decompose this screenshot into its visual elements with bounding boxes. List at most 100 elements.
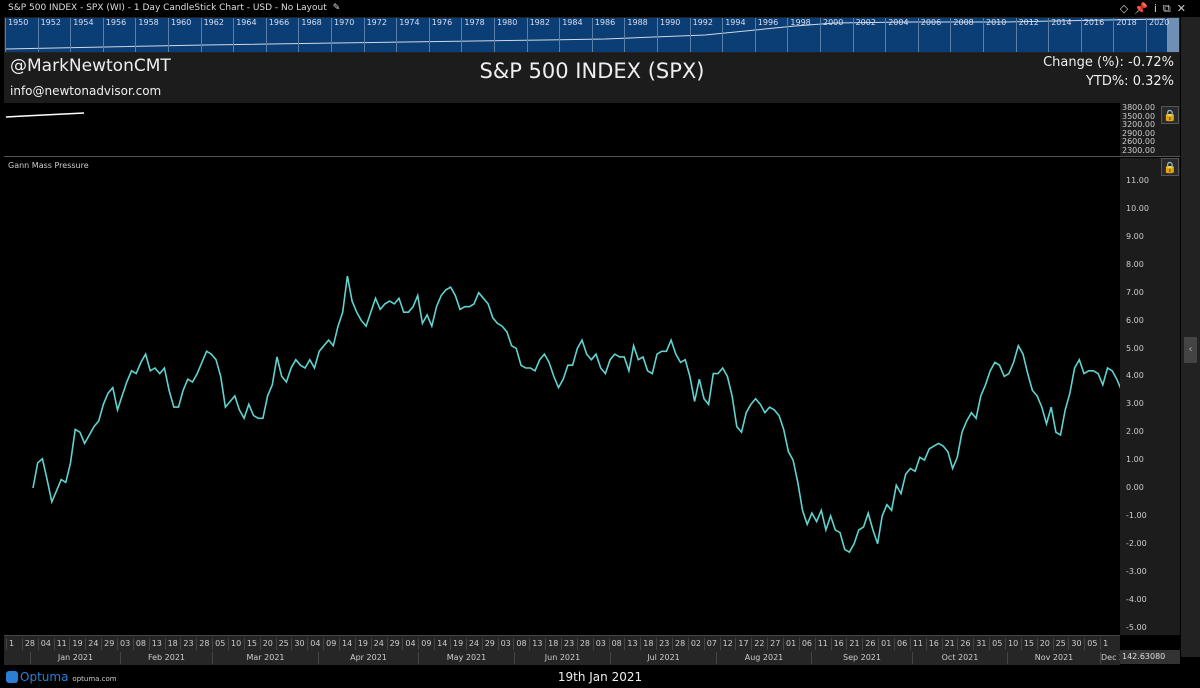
navigator-year: 2006 (917, 18, 941, 52)
date-tick: 22 (751, 638, 764, 650)
y-tick-label: 3.00 (1126, 399, 1144, 409)
price-axis[interactable]: 3800.00 3500.00 3200.00 2900.00 2600.00 2300.… (1120, 103, 1180, 157)
date-tick: 28 (196, 638, 209, 650)
date-tick: 15 (243, 638, 257, 650)
date-tick: 1 (1100, 638, 1108, 650)
date-tick: 26 (957, 638, 971, 650)
y-tick-label: 10.00 (1126, 204, 1149, 213)
author-handle: @MarkNewtonCMT (10, 56, 171, 76)
date-tick: 30 (291, 638, 305, 650)
date-tick: 11 (53, 638, 67, 650)
month-label: Nov 2021 (1007, 652, 1100, 664)
collapse-panel-chevron-icon[interactable]: ‹ (1184, 337, 1197, 363)
date-tick: 01 (783, 638, 796, 650)
price-tick: 3800.00 (1122, 103, 1156, 112)
date-tick: 20 (1036, 638, 1050, 650)
close-icon[interactable]: ✕ (1176, 2, 1192, 15)
date-tick: 04 (402, 638, 416, 650)
optuma-logo: Optuma optuma.com (6, 670, 117, 684)
navigator-year: 2012 (1015, 18, 1039, 52)
chart-header: @MarkNewtonCMT info@newtonadvisor.com S&… (4, 53, 1180, 103)
navigator-year: 2000 (820, 18, 843, 52)
navigator-year: 2004 (885, 18, 909, 52)
date-tick: 06 (894, 638, 907, 650)
indicator-label: Gann Mass Pressure (8, 161, 89, 170)
navigator-year: 2018 (1113, 18, 1137, 52)
navigator-year: 2002 (852, 18, 876, 52)
navigator-year: 2010 (983, 18, 1006, 52)
date-tick: 16 (830, 638, 844, 650)
author-email: info@newtonadvisor.com (10, 84, 162, 98)
diamond-icon[interactable]: ◇ (1119, 2, 1135, 15)
price-panel[interactable] (4, 103, 1120, 157)
navigator-year: 2008 (950, 18, 974, 52)
date-tick: 02 (687, 638, 701, 650)
navigator-year: 1964 (233, 18, 257, 52)
restore-icon[interactable]: ⧉ (1162, 2, 1177, 15)
navigator-year: 1986 (591, 18, 615, 52)
edit-pencil-icon[interactable]: ✎ (332, 3, 341, 13)
date-tick: 04 (307, 638, 320, 650)
price-candles (5, 112, 85, 118)
navigator-year: 1980 (494, 18, 517, 52)
vertical-scrollbar[interactable]: ‹ (1181, 17, 1200, 657)
y-tick-label: 2.00 (1126, 427, 1144, 437)
indicator-y-axis[interactable]: 11.00 10.00 9.00 8.00 7.00 6.00 5.00 4.00 3.00 2.… (1120, 158, 1180, 635)
optuma-logo-icon (6, 671, 18, 683)
y-tick-label: 9.00 (1126, 231, 1144, 241)
navigator-year: 1976 (428, 18, 452, 52)
y-tick-label: -5.00 (1126, 622, 1147, 632)
timeline-navigator[interactable]: 1950 1952 1954 1956 1958 1960 1962 1964 1966 1968… (4, 17, 1180, 53)
date-tick: 31 (973, 638, 986, 650)
cursor-value-readout: 142.63080 (1120, 650, 1180, 664)
date-tick: 04 (37, 638, 51, 650)
lock-icon[interactable]: 🔒 (1161, 106, 1179, 124)
navigator-year: 1952 (37, 18, 61, 52)
navigator-year: 1996 (754, 18, 778, 52)
date-tick: 30 (1068, 638, 1082, 650)
optuma-site: optuma.com (72, 675, 117, 683)
price-tick: 3200.00 (1122, 120, 1156, 129)
navigator-year: 1954 (70, 18, 94, 52)
window-title: S&P 500 INDEX - SPX (WI) - 1 Day CandleS… (8, 3, 327, 13)
date-tick: 11 (909, 638, 923, 650)
pin-icon[interactable]: 📌 (1134, 2, 1154, 15)
navigator-year: 1978 (461, 18, 485, 52)
date-tick: 26 (862, 638, 875, 650)
month-label: Jun 2021 (514, 652, 610, 664)
month-label: Feb 2021 (120, 652, 212, 664)
y-tick-label: -1.00 (1126, 510, 1147, 520)
date-tick: 08 (608, 638, 622, 650)
date-tick: 12 (719, 638, 733, 650)
price-tick: 2900.00 (1122, 128, 1156, 138)
date-tick: 11 (814, 638, 828, 650)
ytd-percent: YTD%: 0.32% (1085, 74, 1174, 89)
date-tick: 05 (989, 638, 1002, 650)
y-tick-label: 1.00 (1126, 455, 1144, 465)
navigator-year: 1998 (787, 18, 811, 52)
navigator-year: 1970 (331, 18, 354, 52)
lock-icon[interactable]: 🔒 (1161, 158, 1179, 176)
date-tick: 24 (370, 638, 384, 650)
price-tick: 3500.00 (1122, 111, 1156, 121)
date-tick: 25 (275, 638, 289, 650)
indicator-panel[interactable]: Gann Mass Pressure (4, 158, 1120, 635)
month-label: Apr 2021 (318, 652, 418, 664)
date-tick: 23 (180, 638, 194, 650)
y-tick-label: 4.00 (1126, 371, 1144, 381)
date-tick: 09 (323, 638, 336, 650)
date-tick: 14 (339, 638, 352, 650)
month-label: May 2021 (418, 652, 514, 664)
date-tick: 03 (117, 638, 130, 650)
date-tick: 18 (640, 638, 653, 650)
date-tick: 27 (767, 638, 780, 650)
info-icon[interactable]: i (1153, 2, 1163, 15)
navigator-range-handle[interactable] (1167, 18, 1179, 52)
navigator-year: 1972 (363, 18, 387, 52)
y-tick-label: 5.00 (1126, 343, 1144, 353)
date-axis[interactable]: 1 28 04 11 19 24 29 03 08 13 18 23 28 05 10 15 20 25 30 04 0… (4, 635, 1120, 665)
date-tick: 19 (450, 638, 463, 650)
date-tick: 19 (69, 638, 83, 650)
window-title-bar: S&P 500 INDEX - SPX (WI) - 1 Day CandleS… (0, 0, 1200, 17)
navigator-year: 1968 (298, 18, 322, 52)
